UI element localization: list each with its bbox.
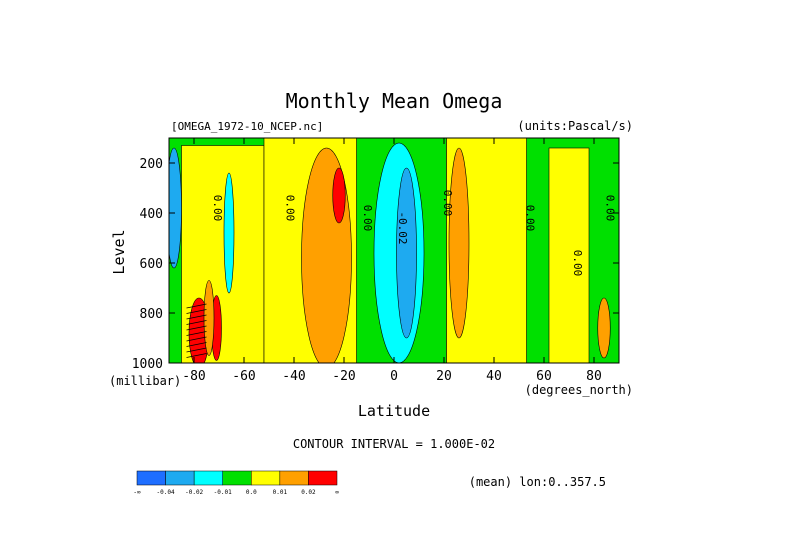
region-m0p02-11: [223, 172, 235, 294]
x-tick-label: -40: [282, 369, 305, 384]
contour-label: 0.00: [571, 250, 584, 277]
contour-interval-label: CONTOUR INTERVAL = 1.000E-02: [293, 437, 495, 451]
x-tick-label: -80: [182, 369, 205, 384]
contour-label: 0.00: [604, 195, 617, 222]
dense-contour-line: [186, 336, 207, 342]
contour-labels: 0.00 0.00 0.00 -0.02 0.00 0.00 0.00 0.00: [211, 190, 617, 277]
x-unit-label: (degrees_north): [525, 383, 633, 397]
contour-label: 0.00: [284, 195, 297, 222]
region-0p02-3: [332, 167, 346, 224]
contour-label: -0.02: [396, 211, 409, 244]
x-axis-title: Latitude: [358, 402, 430, 420]
dense-contour-line: [186, 331, 207, 336]
colorbar-label: 0.02: [301, 489, 316, 496]
mean-longitude-label: (mean) lon:0..357.5: [469, 475, 606, 489]
region-m0p04-12: [169, 147, 182, 269]
region-0p01-15: [203, 280, 215, 356]
colorbar-swatch: [136, 470, 166, 486]
y-tick-label: 600: [140, 257, 163, 272]
y-unit-label: (millibar): [109, 374, 181, 388]
x-tick-label: 0: [390, 369, 398, 384]
dense-contour-line: [186, 353, 207, 358]
x-axis: -80 -60 -40 -20 0 20 40 60 80: [182, 138, 602, 384]
region-m0p04-6: [396, 167, 417, 339]
colorbar-label: -∞: [133, 489, 141, 496]
x-tick-label: 20: [436, 369, 452, 384]
dense-contour-line: [186, 325, 207, 331]
x-tick-label: -60: [232, 369, 255, 384]
x-tick-label: 80: [586, 369, 602, 384]
dense-contour-line: [186, 309, 207, 314]
y-tick-label: 800: [140, 307, 163, 322]
colorbar-label: ∞: [335, 489, 339, 496]
units-label: (units:Pascal/s): [517, 119, 633, 133]
contour-label: 0.00: [441, 190, 454, 217]
y-axis-title: Level: [110, 229, 128, 274]
colorbar-swatch: [193, 470, 223, 486]
chart-title: Monthly Mean Omega: [286, 89, 503, 113]
colorbar-swatch: [222, 470, 252, 486]
region-0p01-8: [448, 147, 470, 339]
x-tick-label: 60: [536, 369, 552, 384]
colorbar-label: -0.01: [214, 489, 232, 496]
colorbar-label: -0.04: [157, 489, 175, 496]
dense-contour-line: [186, 342, 207, 347]
dense-contour-line: [186, 314, 207, 320]
contour-label: 0.00: [211, 195, 224, 222]
y-axis: 200 400 600 800 1000: [132, 157, 619, 372]
dense-contour-line: [186, 347, 207, 353]
dense-contour-line: [186, 303, 207, 309]
region-0p01-10: [597, 297, 611, 359]
colorbar-swatch: [165, 470, 195, 486]
region-0p0-9: [548, 147, 590, 363]
plot-area: [169, 138, 619, 363]
colorbar: -∞ -0.04 -0.02 -0.01 0.0 0.01 0.02 ∞: [133, 470, 339, 496]
x-tick-label: 40: [486, 369, 502, 384]
y-tick-label: 1000: [132, 357, 163, 372]
colorbar-swatch: [308, 470, 338, 486]
source-label: [OMEGA_1972-10_NCEP.nc]: [171, 120, 323, 133]
x-tick-label: -20: [332, 369, 355, 384]
colorbar-label: 0.0: [246, 489, 257, 496]
colorbar-label: 0.01: [273, 489, 288, 496]
dense-contour-line: [186, 320, 207, 325]
contour-label: 0.00: [361, 205, 374, 232]
contour-label: 0.00: [524, 205, 537, 232]
y-tick-label: 400: [140, 207, 163, 222]
colorbar-swatch: [251, 470, 281, 486]
colorbar-label: -0.02: [185, 489, 203, 496]
y-tick-label: 200: [140, 157, 163, 172]
colorbar-swatch: [279, 470, 309, 486]
